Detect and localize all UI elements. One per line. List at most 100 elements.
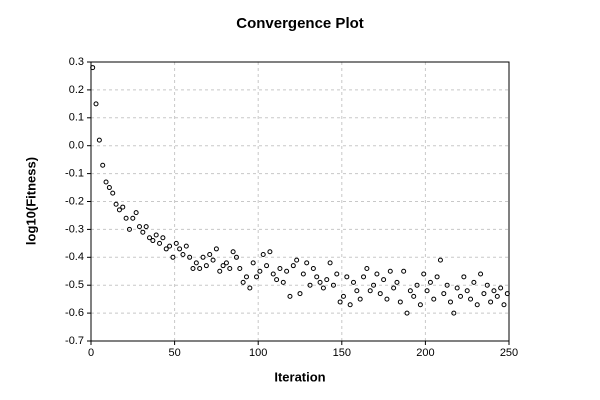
point	[394, 279, 400, 285]
point	[488, 299, 494, 305]
point	[424, 288, 430, 294]
point	[468, 296, 474, 302]
point	[254, 274, 260, 280]
x-tick-label: 0	[88, 347, 94, 359]
point	[330, 282, 336, 288]
point	[130, 215, 136, 221]
point	[404, 310, 410, 316]
point	[284, 268, 290, 274]
y-axis-label: log10(Fitness)	[23, 157, 38, 245]
point	[471, 279, 477, 285]
point	[177, 246, 183, 252]
point	[491, 288, 497, 294]
point	[451, 310, 457, 316]
point	[317, 279, 323, 285]
point	[250, 260, 256, 266]
point	[320, 285, 326, 291]
point	[447, 299, 453, 305]
y-tick-label: 0.2	[69, 84, 84, 96]
plot-frame	[90, 61, 510, 342]
point	[116, 207, 122, 213]
point	[210, 257, 216, 263]
x-tick-label: 250	[500, 347, 518, 359]
point	[227, 265, 233, 271]
point	[113, 201, 119, 207]
y-tick-label: -0.5	[65, 279, 84, 291]
point	[501, 302, 507, 308]
point	[297, 291, 303, 297]
point	[324, 277, 330, 283]
point	[190, 265, 196, 271]
point	[381, 277, 387, 283]
point	[217, 268, 223, 274]
point	[274, 277, 280, 283]
point	[367, 288, 373, 294]
point	[434, 274, 440, 280]
point	[364, 265, 370, 271]
point	[441, 291, 447, 297]
point	[300, 271, 306, 277]
y-tick-label: -0.4	[65, 251, 84, 263]
point	[170, 254, 176, 260]
point	[411, 293, 417, 299]
point	[357, 296, 363, 302]
point	[213, 246, 219, 252]
point	[96, 137, 102, 143]
x-tick-label: 200	[416, 347, 434, 359]
point	[233, 254, 239, 260]
point	[377, 291, 383, 297]
point	[100, 162, 106, 168]
point	[243, 274, 249, 280]
y-tick-label: 0.1	[69, 112, 84, 124]
x-axis-label: Iteration	[274, 369, 325, 384]
point	[153, 232, 159, 238]
point	[203, 263, 209, 269]
point	[133, 210, 139, 216]
point	[280, 279, 286, 285]
point	[464, 288, 470, 294]
y-tick-label: -0.1	[65, 168, 84, 180]
point	[150, 238, 156, 244]
point	[173, 240, 179, 246]
point	[277, 265, 283, 271]
point	[93, 101, 99, 107]
point	[143, 224, 149, 230]
point	[167, 243, 173, 249]
point	[126, 226, 132, 232]
point	[397, 299, 403, 305]
point	[454, 285, 460, 291]
point	[294, 257, 300, 263]
point	[334, 271, 340, 277]
point	[270, 271, 276, 277]
point	[407, 288, 413, 294]
y-tick-label: -0.6	[65, 307, 84, 319]
y-tick-label: 0.3	[69, 56, 84, 68]
point	[340, 293, 346, 299]
point	[90, 65, 96, 71]
point	[371, 282, 377, 288]
point	[354, 288, 360, 294]
point	[157, 240, 163, 246]
point	[494, 293, 500, 299]
point	[123, 215, 129, 221]
point	[437, 257, 443, 263]
point	[498, 285, 504, 291]
point	[327, 260, 333, 266]
y-tick-label: 0.0	[69, 140, 84, 152]
point	[401, 268, 407, 274]
point	[361, 274, 367, 280]
point	[478, 271, 484, 277]
point	[304, 260, 310, 266]
point	[223, 260, 229, 266]
point	[504, 291, 510, 297]
point	[461, 274, 467, 280]
point	[240, 279, 246, 285]
y-tick-label: -0.7	[65, 335, 84, 347]
point	[307, 282, 313, 288]
point	[187, 254, 193, 260]
point	[230, 249, 236, 255]
point	[183, 243, 189, 249]
point	[344, 274, 350, 280]
point	[140, 229, 146, 235]
